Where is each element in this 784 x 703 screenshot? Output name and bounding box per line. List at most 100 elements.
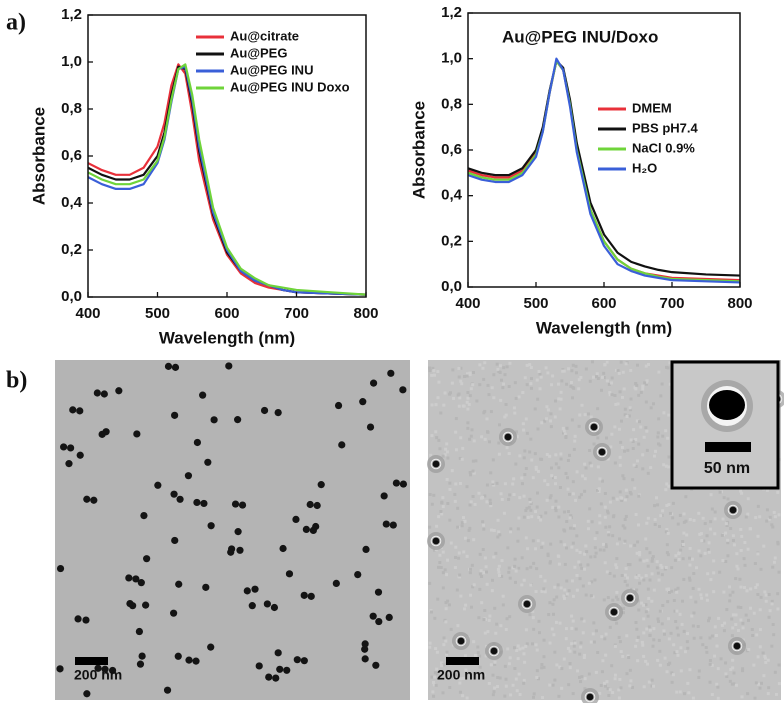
grain [624,567,628,571]
grain [566,646,570,650]
grain [574,364,578,368]
grain [496,676,500,680]
nanoparticle [380,492,388,500]
grain [560,379,564,383]
grain [571,396,575,400]
grain [571,692,575,696]
grain [565,382,569,386]
grain [508,361,512,365]
grain [534,467,538,471]
nanoparticle [207,643,215,651]
grain [430,675,434,679]
grain [573,434,577,438]
grain [730,682,734,686]
grain [688,556,692,560]
grain [533,452,537,456]
grain [631,440,635,444]
grain [598,514,602,518]
grain [746,497,750,501]
grain [483,631,487,635]
grain [439,565,443,569]
grain [572,644,576,648]
grain [569,381,573,385]
grain [642,578,646,582]
grain [765,488,769,492]
grain [628,406,632,410]
grain [770,602,774,606]
grain [723,621,727,625]
nanoparticle [174,652,182,660]
grain [608,688,612,692]
grain [639,425,643,429]
grain [645,429,649,433]
grain [617,696,621,700]
grain [472,370,476,374]
grain [457,392,461,396]
grain [434,403,438,407]
grain [567,367,571,371]
grain [682,577,686,581]
grain [436,370,440,374]
grain [445,652,449,656]
grain [660,565,664,569]
grain [490,589,494,593]
grain [430,373,434,377]
grain [551,505,555,509]
grain [537,677,541,681]
grain [697,675,701,679]
grain [710,507,714,511]
grain [767,686,771,690]
grain [744,515,748,519]
grain [604,543,608,547]
grain [707,619,711,623]
grain [635,383,639,387]
grain [631,478,635,482]
grain [571,594,575,598]
nanoparticle [192,657,200,665]
grain [546,483,550,487]
grain [504,628,508,632]
grain [583,552,587,556]
grain [578,413,582,417]
grain [756,504,760,508]
grain [571,385,575,389]
grain [661,604,665,608]
grain [593,537,597,541]
grain [712,590,716,594]
grain [603,637,607,641]
grain [625,634,629,638]
grain [497,530,501,534]
grain [584,593,588,597]
grain [614,368,618,372]
grain [656,503,660,507]
grain [476,645,480,649]
grain [501,594,505,598]
grain [483,409,487,413]
grain [481,520,485,524]
grain [573,524,577,528]
grain [453,566,457,570]
grain [534,510,538,514]
grain [631,447,635,451]
grain [428,641,432,645]
grain [697,511,701,515]
grain [605,379,609,383]
grain [542,655,546,659]
grain [618,490,622,494]
grain [442,403,446,407]
grain [646,564,650,568]
grain [633,486,637,490]
grain [588,448,592,452]
grain [629,438,633,442]
grain [767,615,771,619]
grain [774,692,778,696]
grain [526,515,530,519]
grain [522,428,526,432]
grain [678,612,682,616]
grain [666,553,670,557]
grain [542,638,546,642]
grain [767,592,771,596]
grain [471,585,475,589]
grain [610,381,614,385]
grain [659,563,663,567]
